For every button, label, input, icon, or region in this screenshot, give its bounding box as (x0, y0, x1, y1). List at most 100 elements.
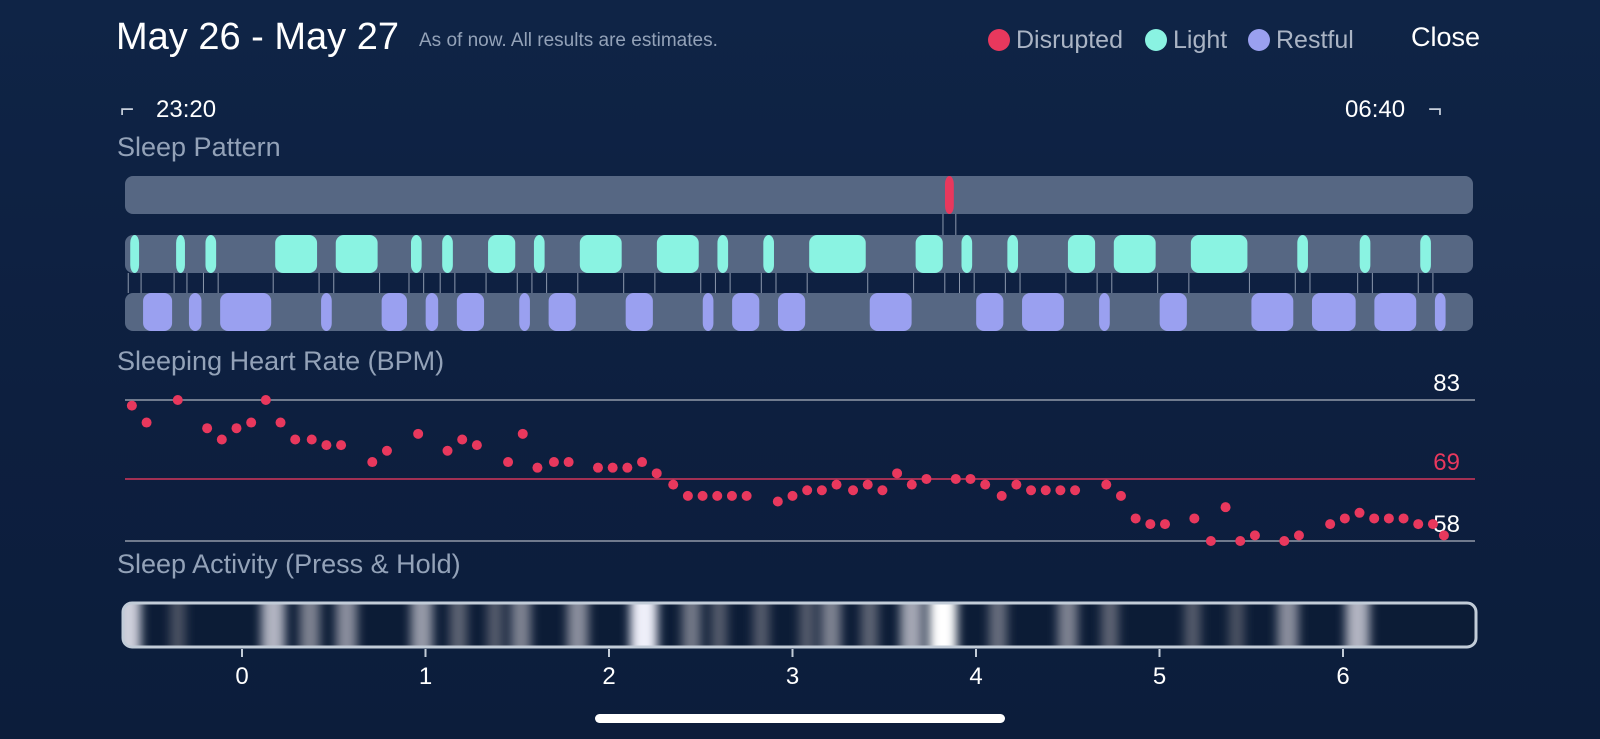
hr-point (1235, 536, 1246, 546)
hr-point (1011, 479, 1022, 490)
hr-point (980, 479, 991, 490)
hr-point (592, 462, 603, 473)
sleep-segment-light (1007, 235, 1019, 273)
hr-point (216, 434, 227, 445)
hr-point (1354, 507, 1365, 518)
hr-point (668, 479, 679, 490)
hr-point (848, 485, 859, 496)
sleep-segment-restful (143, 293, 173, 331)
close-button[interactable]: Close (1411, 22, 1481, 52)
hr-point (1130, 513, 1141, 524)
sleep-segment-restful (425, 293, 439, 331)
hr-point (1205, 536, 1216, 546)
light-dot-icon (1145, 29, 1167, 51)
hr-point (862, 479, 873, 490)
legend-item-restful: Restful (1248, 22, 1354, 58)
hr-point (1325, 519, 1336, 530)
activity-band (1184, 603, 1201, 647)
sleep-pattern-title: Sleep Pattern (117, 132, 281, 162)
activity-frame (121, 601, 1478, 649)
activity-tick-label: 3 (786, 663, 799, 690)
hr-point (172, 395, 183, 405)
activity-tick-label: 5 (1153, 663, 1166, 690)
activity-band (1101, 603, 1119, 647)
activity-tick-label: 4 (969, 663, 982, 690)
heart-rate-title: Sleeping Heart Rate (BPM) (117, 346, 445, 376)
activity-band (1057, 603, 1078, 647)
hr-point (892, 468, 903, 479)
legend-label-light: Light (1173, 25, 1228, 54)
hr-point (1115, 490, 1126, 501)
activity-strip[interactable] (116, 598, 1476, 652)
hr-point (1383, 513, 1394, 524)
activity-tick-label: 1 (419, 663, 432, 690)
hr-point (1279, 536, 1290, 546)
hr-point (787, 490, 798, 501)
hr-point (651, 468, 662, 479)
hr-point (1160, 519, 1171, 530)
hr-point (906, 479, 917, 490)
sleep-activity-title: Sleep Activity (Press & Hold) (117, 549, 461, 579)
sleep-segment-light (410, 235, 422, 273)
hr-point (1438, 530, 1449, 541)
sleep-segment-light (717, 235, 729, 273)
sleep-segment-restful (1022, 293, 1064, 331)
activity-tick-label: 2 (602, 663, 615, 690)
sleep-segment-disrupted (944, 176, 954, 214)
sleep-segment-restful (1374, 293, 1417, 331)
sleep-segment-restful (456, 293, 485, 331)
hr-point (1413, 519, 1424, 530)
hr-point (1249, 530, 1260, 541)
sleep-segment-light (656, 235, 699, 273)
hr-point (607, 462, 618, 473)
sleep-segment-restful (220, 293, 272, 331)
hr-point (231, 423, 242, 434)
activity-band (261, 603, 285, 647)
activity-band (170, 603, 186, 647)
activity-band (928, 603, 957, 647)
activity-band (821, 603, 841, 647)
sleep-segment-restful (1311, 293, 1356, 331)
hr-point (877, 485, 888, 496)
sleep-segment-restful (1099, 293, 1110, 331)
activity-band (799, 603, 816, 647)
hr-point (275, 417, 286, 428)
hr-point (1220, 502, 1231, 513)
hr-point (306, 434, 317, 445)
activity-band (988, 603, 1008, 647)
activity-band (860, 603, 879, 647)
hr-point (381, 445, 392, 456)
hr-point (622, 462, 633, 473)
sleep-segment-restful (1251, 293, 1294, 331)
sleep-segment-restful (625, 293, 653, 331)
hr-point (413, 428, 424, 439)
hr-point (336, 440, 347, 451)
activity-band (299, 603, 320, 647)
sleep-segment-light (961, 235, 973, 273)
sleep-segment-light (205, 235, 217, 273)
hr-point (1026, 485, 1037, 496)
sleep-segment-light (1113, 235, 1156, 273)
activity-band (567, 603, 589, 647)
hr-point (950, 473, 961, 484)
sleep-segment-light (1297, 235, 1308, 273)
sleep-segment-light (1359, 235, 1371, 273)
hr-point (1040, 485, 1051, 496)
sleep-segment-light (579, 235, 622, 273)
activity-band (1228, 603, 1245, 647)
hr-point (697, 490, 708, 501)
hr-point (1070, 485, 1081, 496)
hr-point (1055, 485, 1066, 496)
disrupted-dot-icon (988, 29, 1010, 51)
legend-item-light: Light (1145, 22, 1227, 58)
hr-point (442, 445, 453, 456)
sleep-segment-light (488, 235, 516, 273)
legend-item-disrupted: Disrupted (988, 22, 1123, 58)
sleep-segment-light (809, 235, 866, 273)
activity-band (410, 603, 433, 647)
activity-band (710, 603, 728, 647)
legend-label-restful: Restful (1276, 25, 1354, 54)
hr-point (921, 473, 932, 484)
